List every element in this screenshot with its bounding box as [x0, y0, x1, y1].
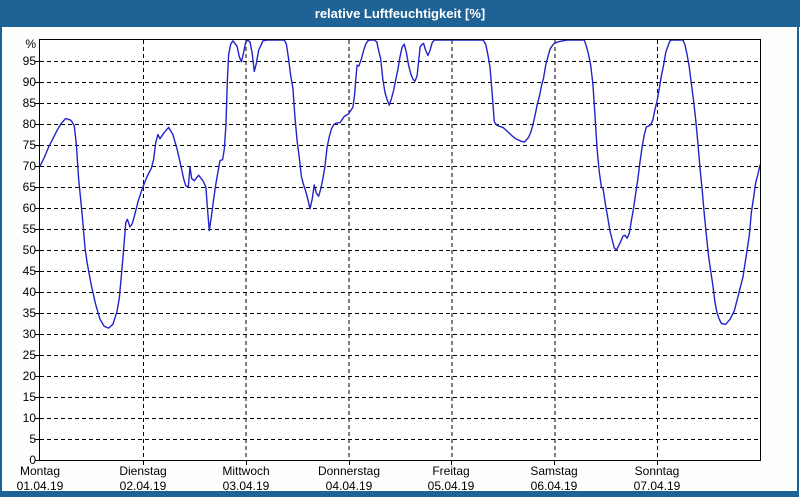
x-axis-date: 03.04.19 — [222, 479, 270, 493]
plot-area — [39, 39, 761, 461]
x-axis-label: Sonntag 07.04.19 — [607, 464, 707, 494]
y-axis-label: 15 — [22, 390, 36, 404]
y-axis-tick — [35, 355, 39, 356]
y-axis-tick — [35, 334, 39, 335]
y-axis-tick — [35, 187, 39, 188]
y-axis-label: 25 — [22, 348, 36, 362]
x-axis-day: Dienstag — [119, 464, 167, 478]
y-axis-tick — [35, 418, 39, 419]
y-axis-tick — [35, 460, 39, 461]
x-axis-day: Samstag — [530, 464, 578, 478]
y-axis-label: 10 — [22, 411, 36, 425]
y-axis-label: 85 — [22, 96, 36, 110]
y-axis-label: 30 — [22, 327, 36, 341]
y-axis-tick — [35, 271, 39, 272]
y-axis-tick — [35, 145, 39, 146]
y-axis-label: 35 — [22, 306, 36, 320]
x-axis-day: Montag — [19, 464, 61, 478]
page-title: relative Luftfeuchtigkeit [%] — [314, 6, 486, 21]
y-axis-label: 55 — [22, 222, 36, 236]
x-axis-label: Donnerstag 04.04.19 — [299, 464, 399, 494]
x-axis-date: 04.04.19 — [325, 479, 373, 493]
x-axis-date: 02.04.19 — [119, 479, 167, 493]
y-axis-label: 95 — [22, 54, 36, 68]
x-axis-label: Freitag 05.04.19 — [401, 464, 501, 494]
x-axis-day: Freitag — [432, 464, 470, 478]
y-axis-unit-label: % — [25, 37, 36, 51]
y-axis-label: 60 — [22, 201, 36, 215]
x-axis-date: 01.04.19 — [16, 479, 64, 493]
y-axis-tick — [35, 61, 39, 62]
x-axis-label: Mittwoch 03.04.19 — [196, 464, 296, 494]
x-axis-label: Montag 01.04.19 — [0, 464, 90, 494]
window-right-edge — [797, 27, 799, 497]
y-axis-label: 70 — [22, 159, 36, 173]
x-axis-day: Sonntag — [634, 464, 680, 478]
y-axis-tick — [35, 292, 39, 293]
y-axis-label: 65 — [22, 180, 36, 194]
x-axis-label: Dienstag 02.04.19 — [93, 464, 193, 494]
x-axis-tick — [143, 461, 144, 465]
x-axis-tick — [349, 461, 350, 465]
y-axis-label: 50 — [22, 243, 36, 257]
y-axis-label: 0 — [29, 453, 36, 467]
y-axis-label: 45 — [22, 264, 36, 278]
x-axis-date: 06.04.19 — [530, 479, 578, 493]
window-left-edge — [0, 27, 2, 497]
y-axis-tick — [35, 397, 39, 398]
y-axis-tick — [35, 229, 39, 230]
y-axis-label: 5 — [29, 432, 36, 446]
y-axis-label: 90 — [22, 75, 36, 89]
y-axis-tick — [35, 208, 39, 209]
x-axis-date: 07.04.19 — [633, 479, 681, 493]
y-axis-label: 20 — [22, 369, 36, 383]
y-axis-tick — [35, 166, 39, 167]
y-axis-tick — [35, 376, 39, 377]
x-axis-tick — [554, 461, 555, 465]
y-axis-label: 80 — [22, 117, 36, 131]
y-axis-tick — [35, 82, 39, 83]
x-axis-tick — [451, 461, 452, 465]
humidity-line-chart — [39, 39, 761, 460]
title-bar: relative Luftfeuchtigkeit [%] — [0, 0, 800, 27]
x-axis-tick — [657, 461, 658, 465]
y-axis-label: 75 — [22, 138, 36, 152]
window-bottom-bar — [0, 491, 799, 497]
x-axis-day: Mittwoch — [222, 464, 270, 478]
y-axis-tick — [35, 103, 39, 104]
x-axis-date: 05.04.19 — [427, 479, 475, 493]
x-axis-tick — [246, 461, 247, 465]
x-axis-label: Samstag 06.04.19 — [504, 464, 604, 494]
y-axis-label: 40 — [22, 285, 36, 299]
y-axis-tick — [35, 439, 39, 440]
y-axis-tick — [35, 124, 39, 125]
x-axis-day: Donnerstag — [317, 464, 381, 478]
y-axis-tick — [35, 250, 39, 251]
y-axis-tick — [35, 313, 39, 314]
humidity-curve — [39, 39, 761, 329]
